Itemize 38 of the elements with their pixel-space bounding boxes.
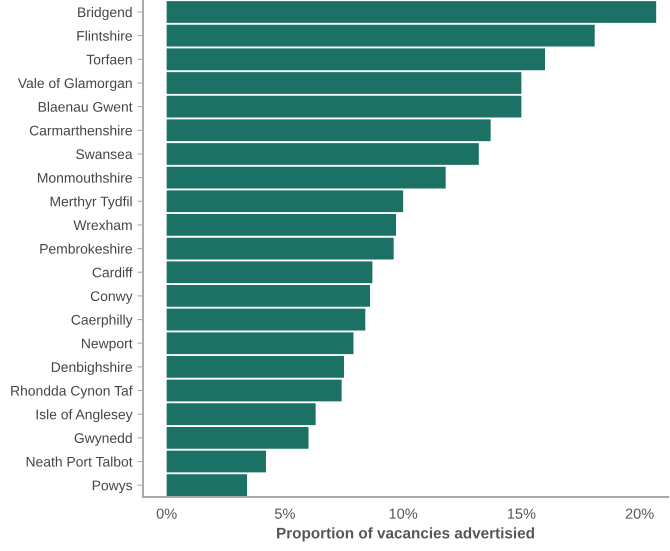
bar [166, 190, 404, 212]
y-tick-label: Isle of Anglesey [36, 409, 133, 422]
y-tick-label: Vale of Glamorgan [18, 78, 132, 91]
bar [166, 403, 316, 426]
y-tick-label: Pembrokeshire [40, 244, 132, 254]
y-tick-label: Torfaen [86, 54, 132, 64]
y-tick-label: Denbighshire [52, 362, 132, 375]
bar [166, 450, 266, 472]
y-tick-label: Gwynedd [74, 432, 132, 446]
x-tick-label: 0% [156, 508, 177, 519]
y-tick-label: Conwy [90, 291, 133, 304]
bar [166, 474, 248, 496]
y-tick-label: Flintshire [77, 30, 132, 41]
y-tick-label: Monmouthshire [38, 172, 132, 183]
bar [166, 24, 595, 47]
x-tick-label: 5% [274, 508, 295, 519]
x-axis-title: Proportion of vacancies advertisied [277, 527, 534, 542]
y-tick-label: Newport [82, 338, 132, 352]
y-tick-label: Rhondda Cynon Taf [11, 386, 133, 398]
x-tick-label: 10% [390, 508, 418, 519]
x-tick-label: 20% [626, 508, 654, 519]
y-tick-label: Bridgend [78, 6, 132, 20]
y-tick-label: Carmarthenshire [30, 125, 132, 136]
y-tick-label: Neath Port Talbot [26, 456, 132, 467]
bar [166, 1, 656, 23]
bar [166, 119, 491, 142]
y-tick-label: Wrexham [73, 220, 132, 230]
bar [166, 332, 354, 354]
y-tick-label: Blaenau Gwent [38, 102, 132, 112]
y-tick-label: Merthyr Tydfil [50, 196, 132, 210]
bar [166, 261, 372, 284]
y-tick-label: Powys [92, 480, 132, 494]
y-tick-label: Cardiff [92, 267, 133, 278]
bar [166, 48, 546, 70]
y-tick-label: Swansea [76, 149, 133, 160]
x-tick-label: 15% [508, 508, 536, 519]
y-tick-label: Caerphilly [72, 314, 133, 328]
bar [166, 426, 309, 449]
